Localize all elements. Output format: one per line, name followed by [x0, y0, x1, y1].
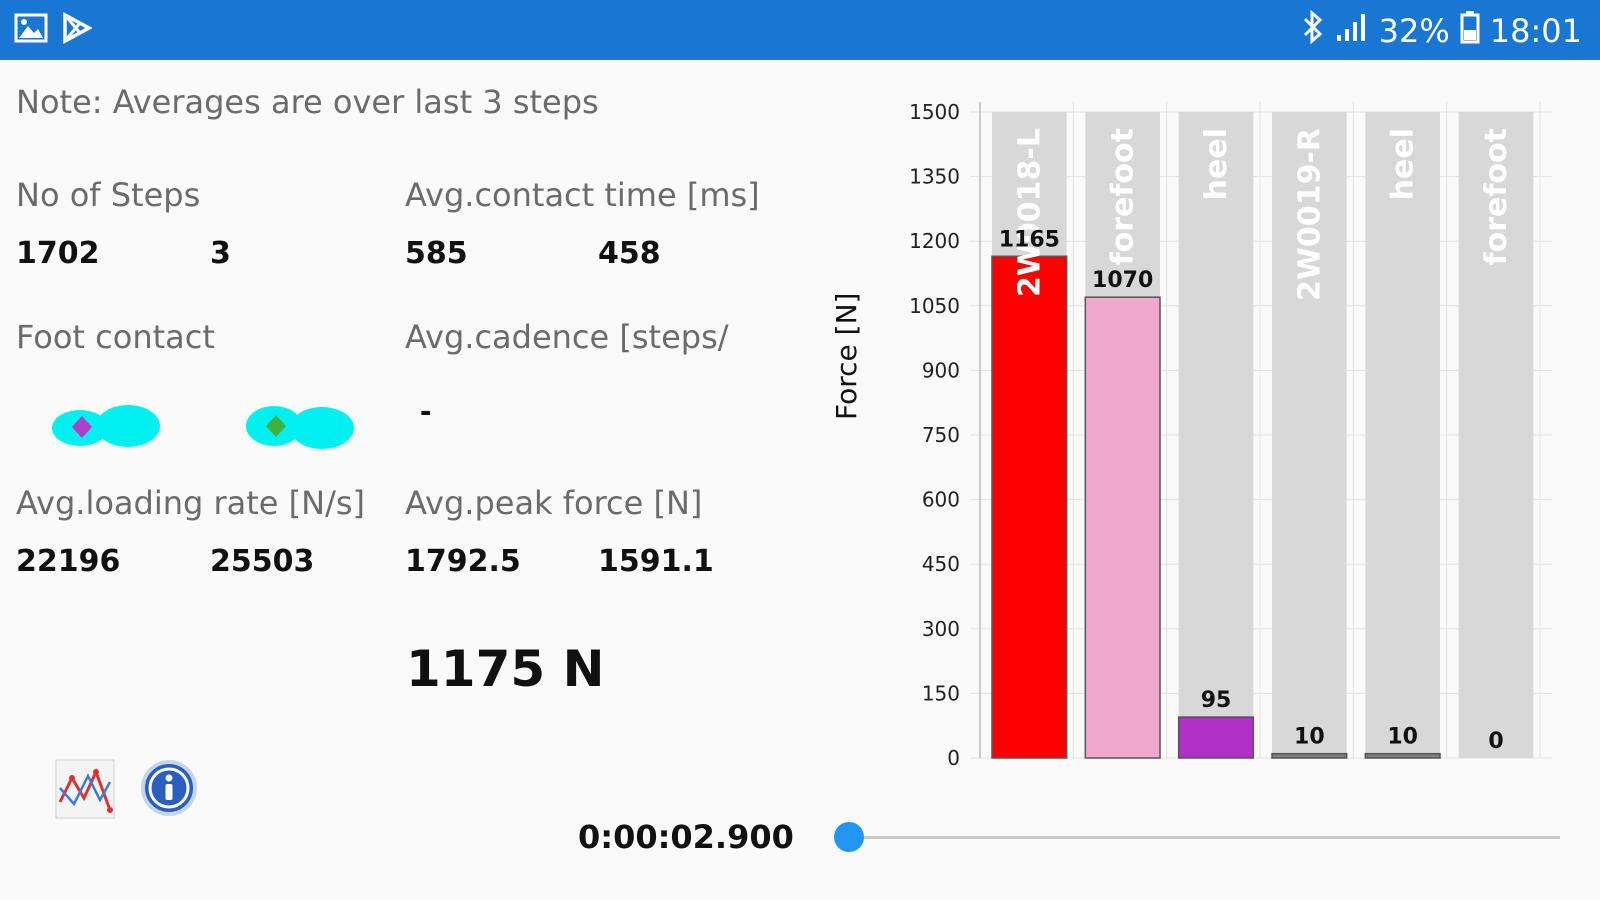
- force-bar-chart: 0 150 300 450 600 750 900 1050 1200 1350 1500 2W001…: [909, 100, 1552, 770]
- bar-background: [1365, 112, 1440, 758]
- bar-category-label: heel: [1199, 128, 1234, 200]
- steps-left-value: 1702: [16, 236, 100, 271]
- y-tick-label: 300: [922, 617, 960, 641]
- y-tick-label: 900: [922, 358, 960, 382]
- playback-slider-thumb[interactable]: [834, 822, 864, 852]
- y-tick-label: 750: [922, 423, 960, 447]
- play-store-icon: [62, 12, 93, 49]
- signal-icon: [1335, 11, 1369, 51]
- playback-timer: 0:00:02.900: [578, 818, 794, 856]
- y-tick-label: 150: [922, 681, 960, 705]
- cadence-label: Avg.cadence [steps/: [405, 318, 729, 356]
- bar-category-label: forefoot: [1479, 128, 1514, 265]
- y-tick-label: 450: [922, 552, 960, 576]
- bar-value-label: 0: [1488, 729, 1503, 754]
- y-tick-label: 1050: [909, 294, 960, 318]
- bar-background: [1272, 112, 1347, 758]
- contact-time-right-value: 458: [598, 236, 661, 271]
- clock: 18:01: [1489, 12, 1582, 50]
- status-bar: 32% 18:01: [0, 0, 1600, 60]
- bar-value-label: 1165: [999, 227, 1060, 252]
- cadence-value: -: [420, 392, 432, 430]
- battery-icon: [1460, 10, 1480, 52]
- note-text: Note: Averages are over last 3 steps: [16, 83, 599, 121]
- left-foot-contact-icon: [52, 405, 160, 447]
- bar: [1084, 296, 1161, 759]
- loading-rate-right-value: 25503: [210, 544, 315, 579]
- bar: [991, 255, 1068, 759]
- contact-time-left-value: 585: [405, 236, 468, 271]
- info-button[interactable]: [138, 758, 200, 820]
- bar-category-label: heel: [1386, 128, 1421, 200]
- bar: [1271, 752, 1348, 759]
- foot-contact-label: Foot contact: [16, 318, 215, 356]
- contact-time-label: Avg.contact time [ms]: [405, 176, 760, 214]
- steps-right-value: 3: [210, 236, 231, 271]
- bar-background: [1458, 112, 1534, 758]
- bar-value-label: 1070: [1092, 268, 1153, 293]
- steps-label: No of Steps: [16, 176, 201, 214]
- graph-view-button[interactable]: [54, 758, 116, 820]
- y-tick-label: 1500: [909, 100, 960, 124]
- y-tick-label: 1350: [909, 165, 960, 189]
- peak-force-right-value: 1591.1: [598, 544, 714, 579]
- bar: [1177, 716, 1255, 759]
- bar-background: [1178, 112, 1254, 758]
- bluetooth-icon: [1301, 9, 1325, 52]
- battery-percent: 32%: [1378, 12, 1450, 50]
- peak-force-left-value: 1792.5: [405, 544, 521, 579]
- playback-slider-track[interactable]: [848, 836, 1560, 839]
- bar-value-label: 95: [1201, 688, 1232, 713]
- bar-value-label: 10: [1387, 725, 1418, 750]
- loading-rate-left-value: 22196: [16, 544, 121, 579]
- gallery-icon: [14, 12, 48, 49]
- loading-rate-label: Avg.loading rate [N/s]: [16, 484, 366, 522]
- bar-value-label: 10: [1294, 725, 1325, 750]
- bar-category-label: 2W0019-R: [1292, 128, 1327, 301]
- peak-force-label: Avg.peak force [N]: [405, 484, 703, 522]
- y-tick-label: 1200: [909, 229, 960, 253]
- right-foot-contact-icon: [246, 406, 354, 449]
- bar-category-label: forefoot: [1106, 128, 1141, 265]
- bar: [1364, 752, 1441, 759]
- y-tick-label: 600: [922, 488, 960, 512]
- current-force-readout: 1175 N: [406, 640, 605, 698]
- y-tick-label: 0: [947, 746, 960, 770]
- bar-category-label: 2W0018-L: [1012, 128, 1047, 297]
